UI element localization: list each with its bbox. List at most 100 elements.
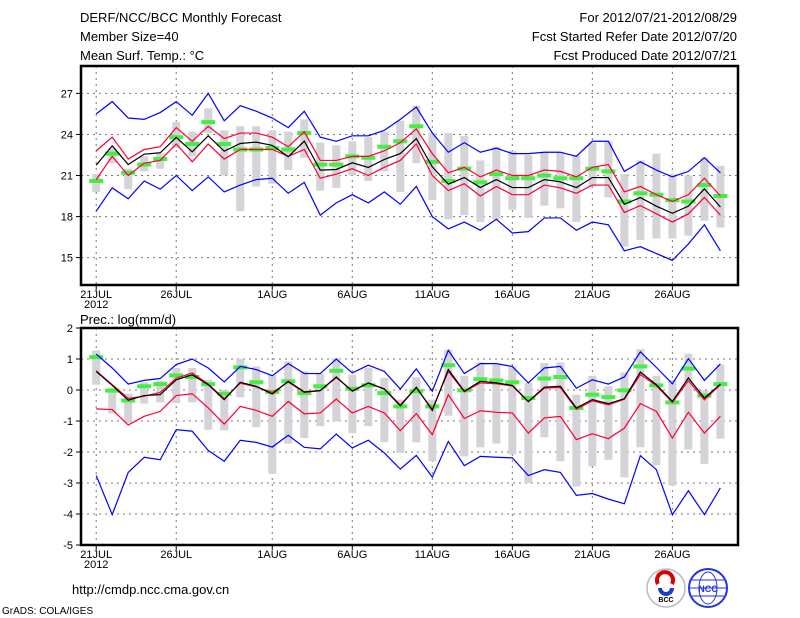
member-range-bar <box>332 358 341 422</box>
ensemble-marker <box>505 380 520 385</box>
member-range-bar <box>300 371 309 439</box>
x-tick-label: 21AUG <box>574 289 610 301</box>
lower-spread-line <box>95 142 721 223</box>
ensemble-marker <box>297 391 312 396</box>
y-tick-label: 1 <box>67 354 73 366</box>
member-range-bar <box>620 372 629 478</box>
member-size: Member Size=40 <box>80 29 179 44</box>
ensemble-marker <box>585 166 600 171</box>
member-range-bar <box>668 174 677 239</box>
ensemble-marker <box>617 388 632 393</box>
member-range-bar <box>636 349 645 448</box>
ensemble-marker <box>185 142 200 147</box>
member-range-bar <box>348 141 357 176</box>
member-range-bar <box>556 362 565 462</box>
y-tick-label: -1 <box>63 416 73 428</box>
ensemble-marker <box>153 157 168 162</box>
ensemble-marker <box>329 162 344 167</box>
ensemble-marker <box>361 383 376 388</box>
x-tick-label: 26JUL <box>160 289 192 301</box>
y-tick-label: 2 <box>67 323 73 335</box>
member-range-bar <box>204 379 213 430</box>
member-range-bar <box>604 141 613 198</box>
y-tick-label: 24 <box>61 129 73 141</box>
ensemble-marker <box>441 178 456 183</box>
member-range-bar <box>428 399 437 462</box>
x-tick-label: 26AUG <box>654 549 690 561</box>
ensemble-marker <box>329 368 344 373</box>
ensemble-marker <box>249 380 264 385</box>
bcc-logo: BCC <box>646 568 686 608</box>
ensemble-marker <box>345 386 360 391</box>
ensemble-marker <box>217 391 232 396</box>
member-range-bar <box>492 146 501 220</box>
x-tick-label: 21JUL <box>80 289 112 301</box>
ensemble-marker <box>473 180 488 185</box>
member-range-bar <box>92 174 101 192</box>
y-tick-label: -3 <box>63 478 73 490</box>
ensemble-marker <box>553 176 568 181</box>
ensemble-marker <box>409 124 424 129</box>
ensemble-mean-line <box>95 134 721 214</box>
member-range-bar <box>172 367 181 404</box>
y-tick-label: 21 <box>61 171 73 183</box>
ensemble-marker <box>473 377 488 382</box>
member-range-bar <box>540 152 549 206</box>
member-range-bar <box>316 373 325 427</box>
ensemble-marker <box>489 378 504 383</box>
grads-credit: GrADS: COLA/IGES <box>2 606 93 617</box>
ensemble-marker <box>105 151 120 156</box>
ensemble-marker <box>425 159 440 164</box>
ensemble-mean-line <box>95 368 721 412</box>
ensemble-marker <box>489 172 504 177</box>
plot-frame <box>79 326 740 547</box>
ensemble-marker <box>505 176 520 181</box>
x-tick-label: 21AUG <box>574 549 610 561</box>
start-date: Fcst Started Refer Date 2012/07/20 <box>532 29 737 44</box>
x-tick-year-label: 2012 <box>84 299 108 311</box>
member-range-bar <box>684 353 693 450</box>
plot-frame <box>79 64 740 287</box>
x-tick-year-label: 2012 <box>84 559 108 571</box>
member-range-bar <box>220 389 229 431</box>
y-tick-label: -5 <box>63 540 73 552</box>
x-tick-label: 11AUG <box>415 549 450 561</box>
x-tick-label: 16AUG <box>494 289 530 301</box>
member-range-bar <box>588 142 597 187</box>
ensemble-marker <box>441 363 456 368</box>
ensemble-marker <box>537 376 552 381</box>
ensemble-marker <box>105 388 120 393</box>
member-range-bar <box>268 374 277 474</box>
ensemble-marker <box>633 364 648 369</box>
member-range-bar <box>604 386 613 460</box>
member-range-bar <box>236 359 245 398</box>
member-range-bar <box>284 361 293 444</box>
ensemble-marker <box>665 198 680 203</box>
ensemble-marker <box>265 146 280 151</box>
member-range-bar <box>172 122 181 149</box>
member-range-bar <box>268 130 277 184</box>
ensemble-marker <box>601 169 616 174</box>
ensemble-marker <box>537 173 552 178</box>
forecast-period: For 2012/07/21-2012/08/29 <box>579 10 737 25</box>
ensemble-marker <box>281 147 296 152</box>
y-tick-label: 27 <box>61 88 73 100</box>
ensemble-marker <box>585 392 600 397</box>
member-range-bar <box>444 349 453 416</box>
bcc-logo-text: BCC <box>658 597 673 604</box>
ensemble-marker <box>89 355 104 360</box>
x-tick-label: 1AUG <box>257 289 287 301</box>
min-envelope-line <box>95 429 721 517</box>
member-range-bar <box>108 388 117 414</box>
ensemble-marker <box>617 199 632 204</box>
ensemble-marker <box>553 374 568 379</box>
ensemble-marker <box>153 382 168 387</box>
source-url[interactable]: http://cmdp.ncc.cma.gov.cn <box>72 582 229 597</box>
ensemble-marker <box>457 166 472 171</box>
member-range-bar <box>252 126 261 187</box>
member-range-bar <box>156 380 165 403</box>
member-range-bar <box>460 375 469 457</box>
member-range-bar <box>156 153 165 169</box>
ensemble-marker <box>89 178 104 183</box>
